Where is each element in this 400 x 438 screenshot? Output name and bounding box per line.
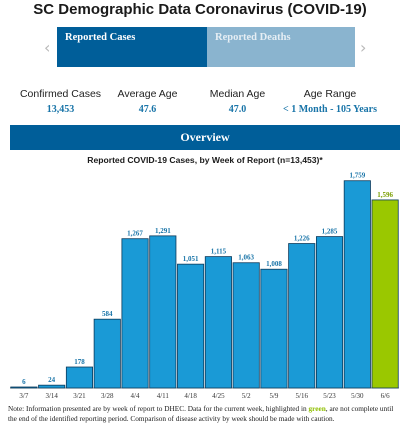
- bar-4-25[interactable]: [204, 256, 232, 389]
- bar-5-2[interactable]: [232, 262, 260, 389]
- x-tick-label: 3/7: [19, 392, 28, 400]
- chart-title: Reported COVID-19 Cases, by Week of Repo…: [87, 155, 323, 165]
- bar-3-28[interactable]: [93, 318, 121, 389]
- bar-value-label: 1,291: [155, 227, 171, 235]
- bar-value-label: 1,008: [266, 260, 282, 268]
- x-tick-label: 3/21: [73, 392, 86, 400]
- stat-value: < 1 Month - 105 Years: [283, 104, 377, 115]
- stat-age-range: Age Range < 1 Month - 105 Years: [265, 88, 395, 115]
- bar-5-23[interactable]: [315, 236, 344, 389]
- bar-value-label: 6: [22, 378, 26, 386]
- bar-value-label: 1,267: [127, 230, 143, 238]
- cases-bar-chart: Reported COVID-19 Cases, by Week of Repo…: [10, 155, 399, 400]
- stat-label: Confirmed Cases: [19, 88, 102, 100]
- footnote: Note: Information presented are by week …: [8, 404, 396, 423]
- bar-value-label: 1,063: [238, 254, 254, 262]
- bar-4-4[interactable]: [121, 238, 149, 389]
- overview-header: Overview: [10, 125, 400, 150]
- bar-3-14[interactable]: [38, 384, 66, 389]
- x-tick-label: 3/14: [45, 392, 58, 400]
- bar-5-16[interactable]: [288, 243, 316, 389]
- x-tick-label: 5/30: [351, 392, 364, 400]
- chevron-left-icon[interactable]: ‹: [44, 38, 51, 57]
- tab-reported-cases[interactable]: Reported Cases: [57, 27, 207, 67]
- bar-value-label: 1,115: [211, 248, 227, 256]
- bar-3-21[interactable]: [65, 366, 94, 389]
- x-tick-label: 4/11: [157, 392, 170, 400]
- stat-average-age: Average Age 47.6: [100, 88, 195, 115]
- bar-value-label: 1,285: [322, 228, 338, 236]
- bar-3-7[interactable]: [10, 386, 38, 389]
- x-tick-label: 3/28: [101, 392, 114, 400]
- bar-5-30[interactable]: [343, 180, 371, 389]
- bar-4-11[interactable]: [149, 235, 177, 389]
- bar-value-label: 1,051: [183, 255, 199, 263]
- footnote-text: Note: Information presented are by week …: [8, 404, 309, 413]
- stat-label: Median Age: [209, 88, 266, 100]
- bar-value-label: 24: [48, 376, 56, 384]
- stat-value: 47.6: [138, 104, 157, 115]
- x-tick-label: 4/4: [131, 392, 140, 400]
- bar-value-label: 584: [102, 310, 113, 318]
- chevron-right-icon[interactable]: ›: [360, 38, 367, 57]
- x-tick-label: 5/16: [296, 392, 309, 400]
- stat-median-age: Median Age 47.0: [190, 88, 285, 115]
- cases-chart: Reported COVID-19 Cases, by Week of Repo…: [0, 150, 400, 402]
- bar-value-label: 1,759: [349, 172, 365, 180]
- stat-label: Age Range: [303, 88, 357, 100]
- x-tick-label: 4/18: [184, 392, 197, 400]
- x-tick-label: 4/25: [212, 392, 225, 400]
- bar-4-18[interactable]: [177, 263, 205, 389]
- x-tick-label: 5/2: [242, 392, 251, 400]
- bar-value-label: 1,596: [377, 191, 393, 199]
- bar-5-9[interactable]: [260, 268, 288, 389]
- bar-6-6[interactable]: [371, 199, 399, 389]
- stat-value: 13,453: [46, 104, 75, 115]
- footnote-text-end: , are not complete until the end of the …: [8, 404, 394, 423]
- page-title: SC Demographic Data Coronavirus (COVID-1…: [33, 1, 367, 18]
- stat-value: 47.0: [228, 104, 247, 115]
- footnote-highlight: green: [308, 404, 326, 413]
- stat-confirmed-cases: Confirmed Cases 13,453: [13, 88, 108, 115]
- x-tick-label: 6/6: [381, 392, 390, 400]
- tab-reported-deaths[interactable]: Reported Deaths: [207, 27, 355, 67]
- x-tick-label: 5/9: [269, 392, 278, 400]
- bar-value-label: 178: [74, 358, 85, 366]
- stat-label: Average Age: [117, 88, 178, 100]
- x-tick-label: 5/23: [323, 392, 336, 400]
- bar-value-label: 1,226: [294, 235, 310, 243]
